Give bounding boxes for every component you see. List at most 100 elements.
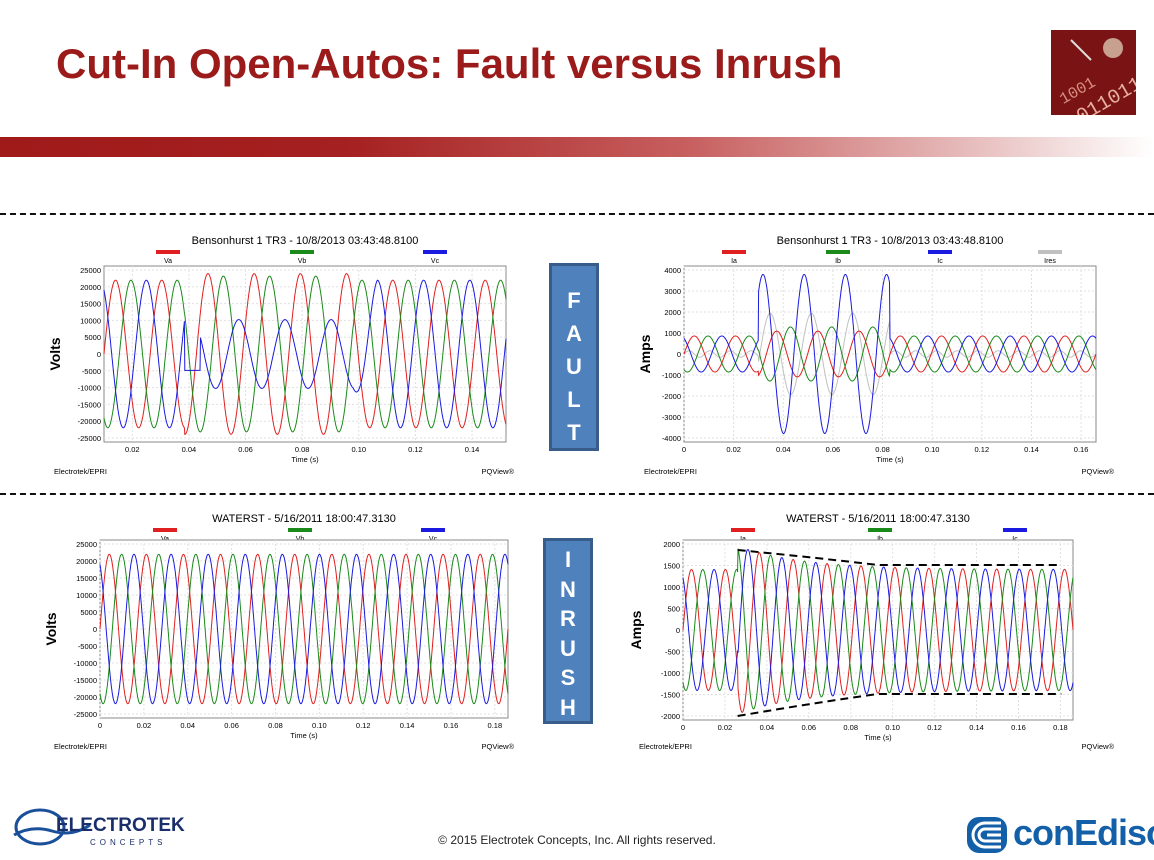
- x-tick-label: 0.04: [182, 445, 197, 454]
- chart-source: Electrotek/EPRI: [644, 467, 697, 476]
- y-tick-label: 15000: [76, 574, 97, 583]
- chart-inrush-current: WATERST - 5/16/2011 18:00:47.3130IaIbIc2…: [625, 510, 1120, 755]
- x-tick-label: 0.06: [802, 723, 817, 732]
- legend-swatch-va: [156, 250, 180, 254]
- x-tick-label: 0.14: [400, 721, 415, 730]
- legend-swatch-vb: [290, 250, 314, 254]
- x-tick-label: 0.08: [268, 721, 283, 730]
- y-tick-label: 4000: [664, 266, 681, 275]
- series-line-va: [99, 553, 509, 705]
- series-line-ia: [683, 330, 1097, 378]
- chart-title: Bensonhurst 1 TR3 - 10/8/2013 03:43:48.8…: [192, 235, 419, 247]
- y-axis-label: Amps: [628, 610, 644, 649]
- legend-label-vc: Vc: [431, 258, 440, 265]
- divider-top: [0, 213, 1154, 215]
- y-tick-label: 0: [93, 625, 97, 634]
- x-tick-label: 0.06: [224, 721, 239, 730]
- x-tick-label: 0: [682, 445, 686, 454]
- slide-title: Cut-In Open-Autos: Fault versus Inrush: [56, 40, 843, 87]
- legend-label-ia: Ia: [731, 258, 737, 265]
- x-tick-label: 0.12: [975, 445, 990, 454]
- y-tick-label: 0: [676, 626, 680, 635]
- x-tick-label: 0.10: [351, 445, 366, 454]
- y-tick-label: -1000: [661, 669, 680, 678]
- y-tick-label: 10000: [80, 316, 101, 325]
- inrush-badge: I N R U S H: [543, 538, 593, 724]
- legend-swatch-va: [153, 528, 177, 532]
- x-axis-label: Time (s): [876, 455, 904, 464]
- legend-swatch-ires: [1038, 250, 1062, 254]
- x-tick-label: 0.04: [776, 445, 791, 454]
- electrotek-logo-subtext: CONCEPTS: [90, 838, 166, 847]
- y-tick-label: -2000: [661, 712, 680, 721]
- y-tick-label: 0: [97, 350, 101, 359]
- chart-fault-current: Bensonhurst 1 TR3 - 10/8/2013 03:43:48.8…: [630, 232, 1120, 480]
- y-tick-label: 2000: [663, 540, 680, 549]
- y-tick-label: 20000: [80, 283, 101, 292]
- series-line-vc: [103, 279, 507, 429]
- y-tick-label: -15000: [74, 676, 97, 685]
- x-tick-label: 0.02: [718, 723, 733, 732]
- y-tick-label: -2000: [662, 392, 681, 401]
- x-tick-label: 0.06: [826, 445, 841, 454]
- legend-swatch-vc: [423, 250, 447, 254]
- y-tick-label: -5000: [82, 367, 101, 376]
- chart-svg: Bensonhurst 1 TR3 - 10/8/2013 03:43:48.8…: [47, 235, 514, 476]
- legend-swatch-ic: [1003, 528, 1027, 532]
- y-tick-label: -25000: [78, 434, 101, 443]
- legend-label-vb: Vb: [298, 258, 307, 265]
- y-tick-label: -20000: [78, 417, 101, 426]
- x-tick-label: 0.08: [843, 723, 858, 732]
- y-tick-label: -4000: [662, 434, 681, 443]
- y-tick-label: -10000: [78, 384, 101, 393]
- y-axis-label: Volts: [43, 612, 59, 645]
- y-tick-label: 1500: [663, 562, 680, 571]
- x-tick-label: 0.14: [1024, 445, 1039, 454]
- series-line-vc: [99, 553, 509, 705]
- x-tick-label: 0.08: [875, 445, 890, 454]
- chart-source: Electrotek/EPRI: [54, 742, 107, 751]
- legend-label-ib: Ib: [835, 258, 841, 265]
- series-line-ic: [683, 274, 1097, 434]
- legend-swatch-vb: [288, 528, 312, 532]
- series-line-ib: [683, 326, 1097, 382]
- x-tick-label: 0.06: [238, 445, 253, 454]
- y-tick-label: 5000: [84, 333, 101, 342]
- x-tick-label: 0.02: [125, 445, 140, 454]
- x-tick-label: 0.18: [488, 721, 503, 730]
- chart-title: Bensonhurst 1 TR3 - 10/8/2013 03:43:48.8…: [777, 235, 1004, 247]
- x-axis-label: Time (s): [291, 455, 319, 464]
- y-tick-label: 3000: [664, 287, 681, 296]
- chart-source: Electrotek/EPRI: [54, 467, 107, 476]
- x-tick-label: 0.18: [1053, 723, 1068, 732]
- legend-swatch-ic: [928, 250, 952, 254]
- chart-svg: Bensonhurst 1 TR3 - 10/8/2013 03:43:48.8…: [637, 235, 1114, 476]
- y-tick-label: 25000: [80, 266, 101, 275]
- y-tick-label: -20000: [74, 693, 97, 702]
- x-tick-label: 0.10: [885, 723, 900, 732]
- x-tick-label: 0.14: [465, 445, 480, 454]
- y-tick-label: 10000: [76, 591, 97, 600]
- series-line-va: [103, 273, 507, 436]
- x-axis-label: Time (s): [290, 731, 318, 740]
- y-tick-label: -15000: [78, 400, 101, 409]
- legend-swatch-ib: [868, 528, 892, 532]
- legend-swatch-ib: [826, 250, 850, 254]
- chart-brand: PQView®: [482, 742, 515, 751]
- y-tick-label: 20000: [76, 557, 97, 566]
- chart-inrush-voltage: WATERST - 5/16/2011 18:00:47.3130VaVbVc2…: [40, 510, 520, 755]
- envelope-lower: [737, 693, 1062, 717]
- y-tick-label: -1000: [662, 371, 681, 380]
- chart-fault-voltage: Bensonhurst 1 TR3 - 10/8/2013 03:43:48.8…: [40, 232, 520, 480]
- legend-label-va: Va: [164, 258, 172, 265]
- series-line-ic: [682, 548, 1074, 707]
- x-tick-label: 0.10: [312, 721, 327, 730]
- y-tick-label: 1000: [664, 329, 681, 338]
- x-tick-label: 0.12: [408, 445, 423, 454]
- envelope-upper: [737, 549, 1062, 566]
- y-tick-label: 25000: [76, 540, 97, 549]
- y-tick-label: 15000: [80, 300, 101, 309]
- y-tick-label: -3000: [662, 413, 681, 422]
- x-tick-label: 0.10: [925, 445, 940, 454]
- chart-title: WATERST - 5/16/2011 18:00:47.3130: [212, 513, 396, 525]
